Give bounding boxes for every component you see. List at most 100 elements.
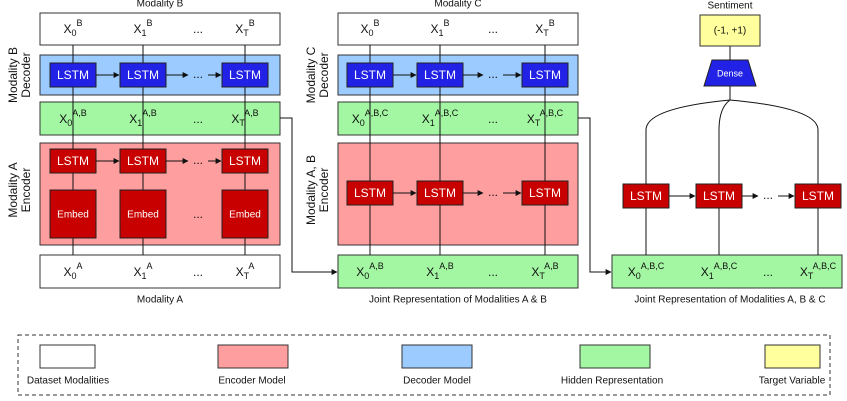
variable: X0A: [63, 261, 82, 281]
variable-symbol: X: [701, 265, 709, 279]
lstm-cell-label: LSTM: [703, 189, 735, 203]
legend-swatch: [401, 344, 473, 369]
variable: XTB: [535, 18, 555, 38]
legend-swatch: [217, 344, 289, 369]
panel-caption: Joint Representation of Modalities A, B …: [634, 295, 825, 306]
variable-symbol: X: [426, 265, 434, 279]
ellipsis: ...: [193, 265, 203, 279]
rotated-label: Modality C: [304, 46, 318, 103]
variable: X0A,B,C: [352, 108, 389, 128]
lstm-cell: [49, 148, 97, 174]
flow-arrow: [578, 117, 612, 275]
legend-swatch: [764, 344, 821, 369]
ellipsis: ...: [763, 265, 773, 279]
lstm-cell: [521, 180, 569, 206]
variable-subscript: 1: [141, 271, 146, 281]
variable-superscript: B: [249, 18, 255, 28]
embed-label: Embed: [127, 210, 159, 221]
variable-superscript: A: [248, 261, 254, 271]
lstm-cell-label: LSTM: [229, 68, 261, 82]
variable-subscript: 0: [67, 118, 72, 128]
variable: X1A: [133, 261, 152, 281]
variable-subscript: T: [535, 118, 541, 128]
variable-symbol: X: [527, 112, 535, 126]
variable-symbol: X: [800, 265, 808, 279]
variable: X1B: [133, 18, 152, 38]
lstm-cell: [49, 62, 97, 88]
ellipsis: ...: [488, 265, 498, 279]
lstm-cell: [416, 180, 464, 206]
variable-symbol: X: [133, 265, 141, 279]
ellipsis: ...: [193, 207, 203, 221]
lstm-cell-label: LSTM: [529, 186, 561, 200]
embed-cell: [221, 189, 269, 239]
variable: X0B: [360, 18, 379, 38]
ellipsis: ...: [488, 112, 498, 126]
variable-symbol: X: [63, 22, 71, 36]
lstm-cell-label: LSTM: [802, 189, 834, 203]
legend-swatch: [579, 344, 651, 369]
variable-superscript: A,B: [369, 261, 384, 271]
lstm-cell-label: LSTM: [354, 68, 386, 82]
modality-box: [39, 254, 281, 289]
lstm-cell-label: LSTM: [229, 154, 261, 168]
panel-title: Modality C: [434, 0, 481, 10]
variable-subscript: 1: [434, 271, 439, 281]
variable: X1A,B: [129, 108, 157, 128]
panel-caption: Modality A: [137, 295, 183, 306]
variable-superscript: B: [77, 18, 83, 28]
ellipsis: ...: [763, 188, 773, 202]
legend-label: Hidden Representation: [561, 376, 663, 387]
lstm-cell: [521, 62, 569, 88]
target-range: (-1, +1): [714, 26, 747, 37]
variable-subscript: 0: [71, 271, 76, 281]
legend-label: Target Variable: [759, 376, 826, 387]
variable: X1A,B,C: [701, 261, 738, 281]
lstm-cell-label: LSTM: [127, 68, 159, 82]
lstm-cell-label: LSTM: [424, 186, 456, 200]
ellipsis: ...: [193, 22, 203, 36]
variable: X0A,B: [356, 261, 384, 281]
embed-label: Embed: [229, 210, 261, 221]
variable-superscript: B: [374, 18, 380, 28]
lstm-cell: [346, 180, 394, 206]
variable-superscript: A,B: [244, 108, 259, 118]
ellipsis: ...: [193, 153, 203, 167]
ellipsis: ...: [488, 185, 498, 199]
variable-superscript: A,B: [439, 261, 454, 271]
variable-symbol: X: [63, 265, 71, 279]
variable-subscript: 1: [430, 118, 435, 128]
variable-subscript: 0: [368, 28, 373, 38]
variable-symbol: X: [129, 112, 137, 126]
connector: [718, 86, 731, 255]
variable-superscript: B: [444, 18, 450, 28]
variable-symbol: X: [360, 22, 368, 36]
ellipsis: ...: [488, 67, 498, 81]
variable-superscript: A,B: [544, 261, 559, 271]
hidden-box: [611, 254, 843, 289]
ellipsis: ...: [193, 112, 203, 126]
variable: XTA: [236, 261, 255, 281]
variable-superscript: A,B,C: [714, 261, 738, 271]
variable-superscript: B: [549, 18, 555, 28]
lstm-cell-label: LSTM: [57, 68, 89, 82]
variable-symbol: X: [352, 112, 360, 126]
lstm-cell-label: LSTM: [127, 154, 159, 168]
lstm-cell-label: LSTM: [630, 189, 662, 203]
lstm-cell: [346, 62, 394, 88]
variable: XTA,B: [531, 261, 558, 281]
rotated-label: Modality B: [6, 47, 20, 103]
connector: [645, 86, 731, 255]
variable-symbol: X: [235, 22, 243, 36]
variable: X1A,B,C: [422, 108, 459, 128]
variable-subscript: 0: [364, 271, 369, 281]
legend-frame: [17, 334, 831, 396]
variable-symbol: X: [133, 22, 141, 36]
variable-superscript: A,B: [72, 108, 87, 118]
rotated-label: Decoder: [19, 52, 33, 97]
variable-symbol: X: [231, 112, 239, 126]
hidden-box: [337, 101, 579, 136]
rotated-label: Modality A, B: [304, 155, 318, 225]
variable-superscript: A,B,C: [435, 108, 459, 118]
